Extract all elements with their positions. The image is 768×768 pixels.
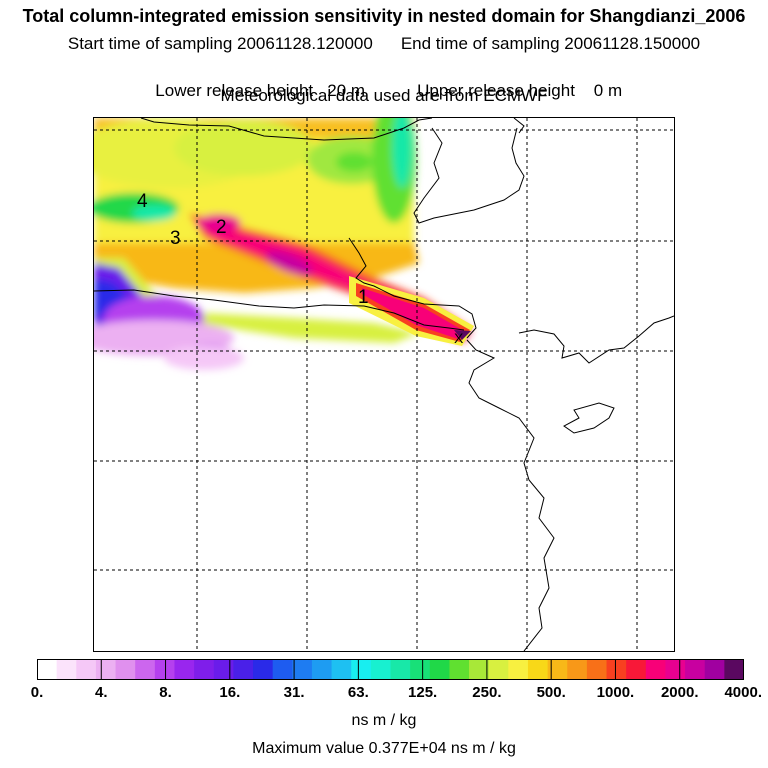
colorbar-tick-label: 2000.: [660, 684, 699, 701]
colorbar-cell: [685, 659, 706, 680]
maximum-value-label: Maximum value 0.377E+04 ns m / kg: [252, 740, 516, 757]
colorbar-units: ns m / kg: [351, 712, 417, 729]
colorbar-tick-label: 250.: [472, 684, 502, 701]
end-time-label: End time of sampling 20061128.150000: [400, 34, 701, 53]
colorbar-cell: [488, 659, 509, 680]
colorbar-cell: [194, 659, 215, 680]
colorbar-cell: [547, 659, 568, 680]
colorbar-cell: [233, 659, 254, 680]
colorbar-cell: [213, 659, 234, 680]
colorbar-cell: [253, 659, 274, 680]
colorbar-tick-label: 125.: [408, 684, 438, 701]
contour-label-2: 2: [216, 217, 227, 238]
colorbar-cell: [154, 659, 176, 680]
colorbar-cell: [724, 659, 744, 680]
colorbar-cell: [606, 659, 627, 680]
colorbar-tick-label: 16.: [219, 684, 241, 701]
contour-label-1: 1: [358, 287, 369, 308]
colorbar-cell: [626, 659, 647, 680]
colorbar-cell: [370, 659, 392, 680]
colorbar-cell: [704, 659, 725, 680]
colorbar-tick-label: 8.: [159, 684, 172, 701]
colorbar-cell: [272, 659, 293, 680]
plot-title: Total column-integrated emission sensiti…: [22, 6, 746, 26]
emission-sensitivity-map: 4 3 2 1 X: [94, 118, 674, 651]
colorbar-cell: [95, 659, 117, 680]
receptor-marker: X: [454, 330, 464, 346]
colorbar-cell: [174, 659, 195, 680]
colorbar-cell: [665, 659, 686, 680]
colorbar-cell: [37, 659, 58, 680]
colorbar-tick-label: 4000.: [724, 684, 762, 701]
upper-release-label: Upper release height 0 m: [417, 81, 623, 100]
colorbar-tick-label: 0.: [30, 684, 44, 701]
colorbar-cell: [410, 659, 431, 680]
colorbar-cell: [567, 659, 588, 680]
colorbar-tick-label: 31.: [283, 684, 305, 701]
colorbar-cell: [292, 659, 313, 680]
colorbar-cell: [645, 659, 667, 680]
colorbar-cell: [586, 659, 608, 680]
colorbar: [37, 659, 744, 680]
colorbar-cell: [390, 659, 411, 680]
colorbar-cell: [449, 659, 470, 680]
colorbar-cell: [56, 659, 77, 680]
colorbar-cell: [76, 659, 97, 680]
lower-release-label: Lower release height 20 m: [155, 81, 366, 100]
contour-label-3: 3: [170, 228, 181, 249]
colorbar-tick-label: 500.: [536, 684, 566, 701]
colorbar-cell: [351, 659, 372, 680]
colorbar-cell: [331, 659, 352, 680]
colorbar-tick-label: 63.: [347, 684, 369, 701]
release-heights: Lower release height 20 m Upper release h…: [0, 61, 768, 101]
map-panel: 4 3 2 1 X: [93, 117, 675, 652]
sampling-times: Start time of sampling 20061128.120000 En…: [0, 34, 768, 54]
colorbar-cell: [311, 659, 333, 680]
colorbar-cell: [469, 659, 490, 680]
colorbar-tick-label: 4.: [95, 684, 108, 701]
colorbar-cell: [429, 659, 451, 680]
coastlines: [94, 118, 674, 651]
met-data-label: Meteorological data used are from ECMWF: [220, 86, 548, 105]
colorbar-cell: [508, 659, 529, 680]
start-time-label: Start time of sampling 20061128.120000: [67, 34, 373, 53]
colorbar-cell: [135, 659, 156, 680]
colorbar-tick-label: 1000.: [596, 684, 635, 701]
colorbar-cell: [527, 659, 549, 680]
colorbar-cell: [115, 659, 136, 680]
graticule: [94, 118, 674, 651]
contour-label-4: 4: [137, 191, 148, 212]
